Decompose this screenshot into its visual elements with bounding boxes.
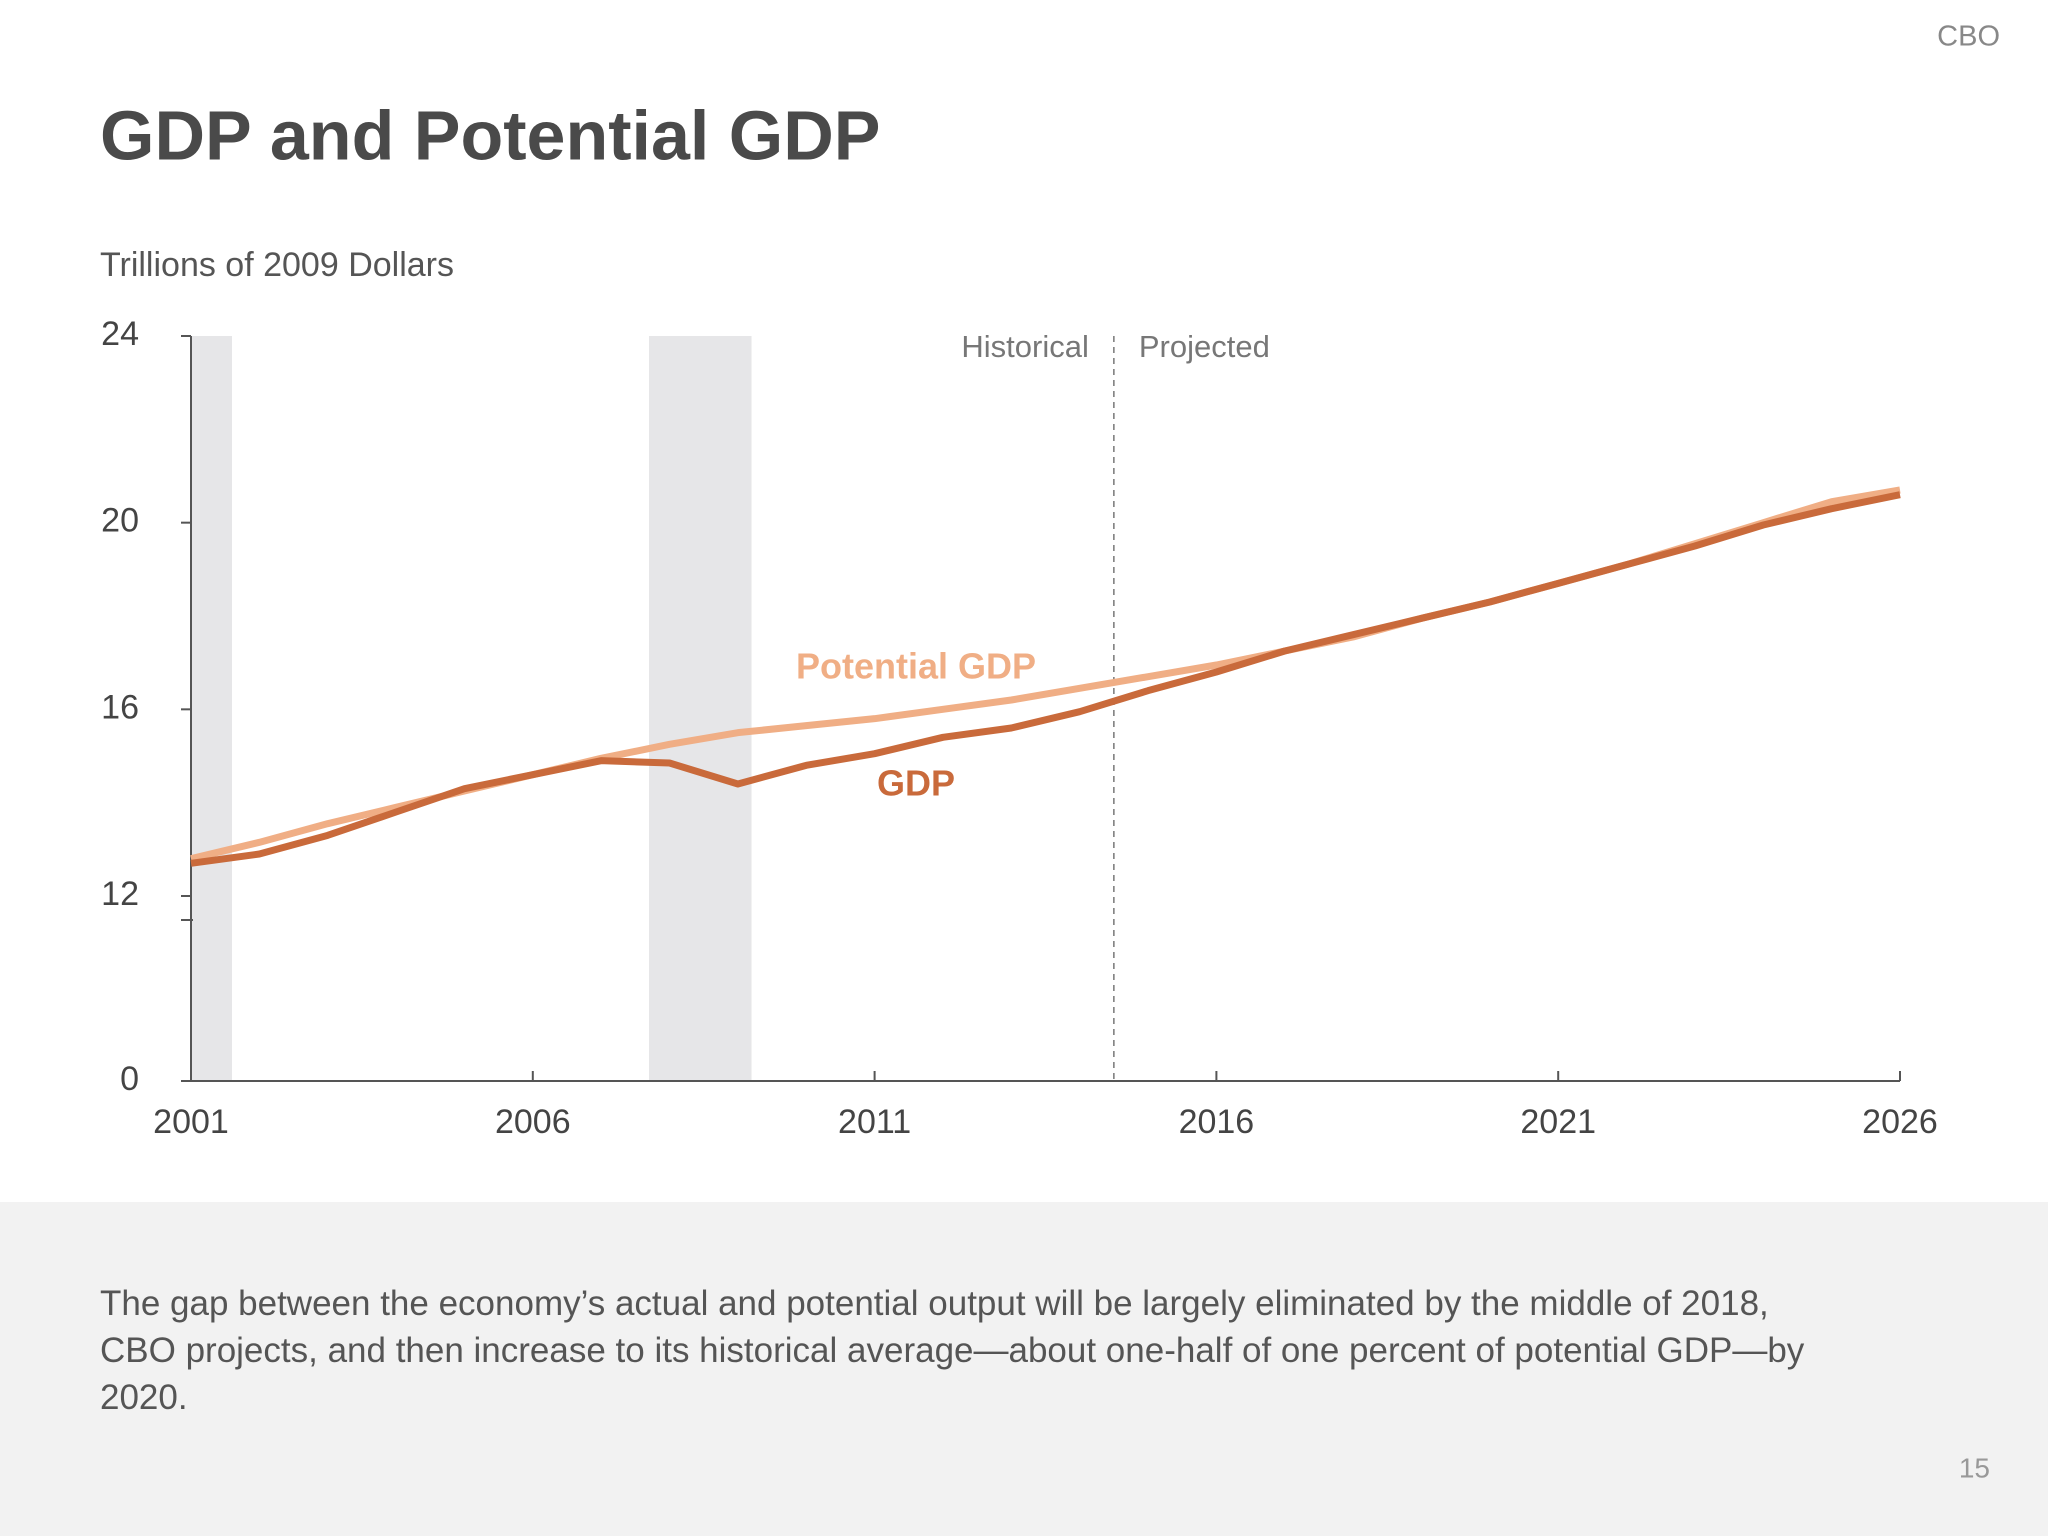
x-tick-label: 2021	[1520, 1103, 1596, 1141]
y-tick-label: 16	[101, 688, 139, 726]
y-tick-label: 0	[120, 1060, 139, 1098]
shaded-range	[191, 336, 233, 1081]
y-tick-label: 24	[101, 315, 139, 353]
divider-label: Projected	[1139, 329, 1270, 364]
x-tick-label: 2016	[1179, 1103, 1255, 1141]
x-tick-label: 2006	[495, 1103, 571, 1141]
series-line	[190, 486, 1901, 863]
x-tick-label: 2001	[153, 1103, 229, 1141]
x-tick-label: 2026	[1862, 1103, 1938, 1141]
y-axis-label: Trillions of 2009 Dollars	[100, 246, 454, 284]
y-tick-label: 12	[101, 875, 139, 913]
caption: The gap between the economy’s actual and…	[100, 1284, 1805, 1417]
divider-label: Historical	[961, 329, 1088, 364]
series-label: Potential GDP	[796, 646, 1036, 687]
page-number: 15	[1959, 1452, 1990, 1483]
brand: CBO	[1937, 21, 2000, 53]
caption-panel	[0, 1202, 2048, 1536]
series-line	[190, 491, 1901, 867]
shaded-range	[649, 336, 752, 1081]
x-tick-label: 2011	[838, 1103, 911, 1141]
series-label: GDP	[877, 763, 955, 804]
title: GDP and Potential GDP	[100, 96, 881, 174]
y-tick-label: 20	[101, 502, 139, 540]
